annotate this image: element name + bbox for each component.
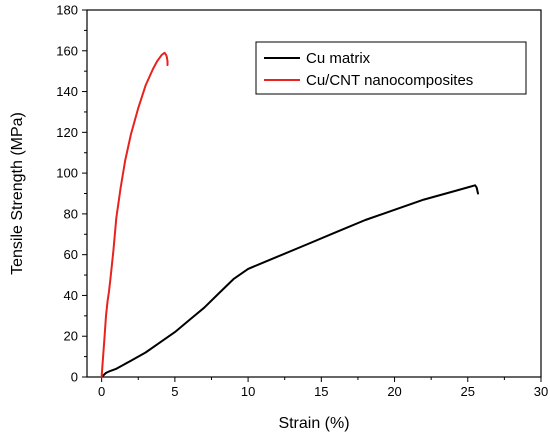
- legend-box: [255, 41, 527, 95]
- x-tick-label: 30: [534, 384, 548, 399]
- x-axis-title: Strain (%): [278, 415, 349, 432]
- y-tick-label: 160: [56, 43, 78, 58]
- y-tick-label: 60: [64, 247, 78, 262]
- y-tick-label: 20: [64, 329, 78, 344]
- series-line-1: [100, 51, 169, 378]
- x-tick-label: 15: [314, 384, 328, 399]
- y-tick-label: 120: [56, 125, 78, 140]
- y-tick-label: 100: [56, 166, 78, 181]
- series-line-0: [100, 184, 479, 378]
- plot-area: 0 5 10 15 20 25 30 0 20 40 60 80 100 120 140 160 180: [56, 3, 548, 400]
- x-tick-label: 10: [241, 384, 255, 399]
- legend-label: Cu matrix: [306, 50, 371, 67]
- x-tick-label: 5: [171, 384, 178, 399]
- y-tick-label: 80: [64, 206, 78, 221]
- y-tick-label: 140: [56, 84, 78, 99]
- x-tick-label: 20: [387, 384, 401, 399]
- x-tick-label: 25: [461, 384, 475, 399]
- y-tick-label: 180: [56, 3, 78, 18]
- y-tick-label: 40: [64, 288, 78, 303]
- y-axis-title: Tensile Strength (MPa): [9, 112, 26, 275]
- y-tick-label: 0: [71, 370, 78, 385]
- x-tick-label: 0: [98, 384, 105, 399]
- legend-label: Cu/CNT nanocomposites: [306, 72, 473, 89]
- legend: Cu matrix Cu/CNT nanocomposites: [255, 41, 527, 95]
